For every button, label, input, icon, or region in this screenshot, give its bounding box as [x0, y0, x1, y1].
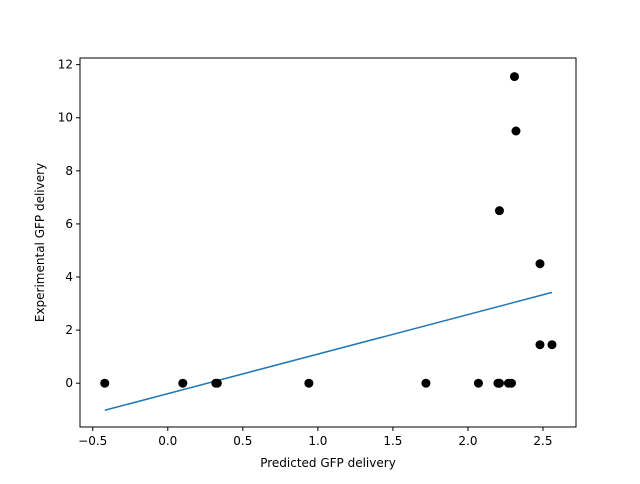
- data-point: [100, 378, 110, 388]
- y-axis-label: Experimental GFP delivery: [33, 163, 47, 322]
- data-point: [547, 340, 557, 350]
- data-point: [511, 126, 521, 136]
- x-tick-label: 2.0: [458, 434, 477, 448]
- y-tick-label: 2: [65, 323, 73, 337]
- axis-ticks: −0.5 0.0 0.5 1.0 1.5 2.0 2.5 0 2 4 6 8 10 12: [58, 58, 553, 448]
- plot-area: [100, 72, 557, 412]
- data-point: [535, 340, 545, 350]
- x-tick-label: 1.5: [383, 434, 402, 448]
- axes-frame: [79, 57, 577, 428]
- y-tick-label: 10: [58, 111, 73, 125]
- x-tick-label: −0.5: [78, 434, 107, 448]
- data-point: [178, 378, 188, 388]
- x-tick-label: 1.0: [308, 434, 327, 448]
- data-point: [421, 378, 431, 388]
- data-point: [304, 378, 314, 388]
- fit-line: [104, 291, 553, 412]
- y-tick-label: 8: [65, 164, 73, 178]
- y-tick-label: 6: [65, 217, 73, 231]
- y-tick-label: 0: [65, 376, 73, 390]
- data-point: [212, 378, 222, 388]
- data-point: [506, 378, 516, 388]
- x-axis-label: Predicted GFP delivery: [260, 456, 396, 470]
- x-tick-label: 0.0: [158, 434, 177, 448]
- x-tick-label: 0.5: [233, 434, 252, 448]
- data-point: [494, 206, 504, 216]
- data-point: [509, 72, 519, 82]
- x-tick-label: 2.5: [533, 434, 552, 448]
- y-tick-label: 12: [58, 58, 73, 72]
- data-point: [473, 378, 483, 388]
- data-point: [535, 259, 545, 269]
- y-tick-label: 4: [65, 270, 73, 284]
- data-point: [494, 378, 504, 388]
